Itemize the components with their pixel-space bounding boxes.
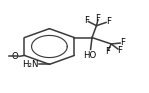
- Text: F: F: [106, 17, 111, 26]
- Text: F: F: [117, 46, 122, 55]
- Text: F: F: [120, 38, 125, 47]
- Text: HO: HO: [83, 51, 96, 60]
- Text: H₂N: H₂N: [22, 60, 38, 69]
- Text: O: O: [12, 52, 19, 61]
- Text: F: F: [105, 47, 110, 56]
- Text: F: F: [84, 16, 89, 25]
- Text: F: F: [96, 14, 100, 23]
